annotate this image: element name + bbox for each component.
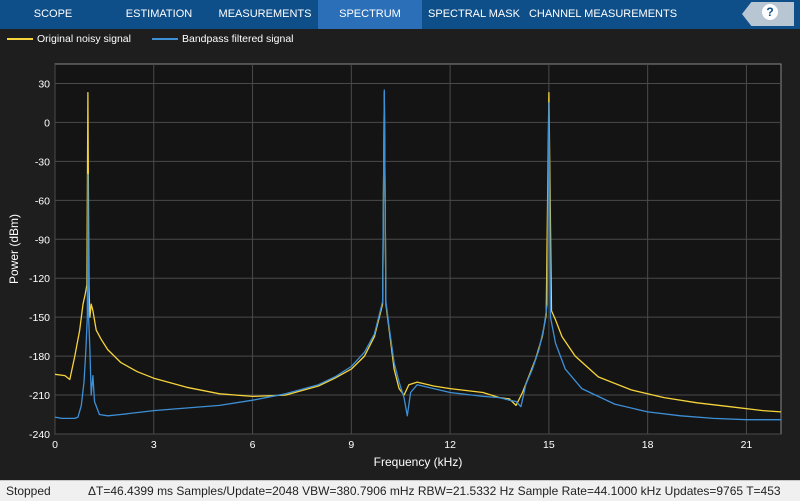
- y-tick-label: -120: [29, 273, 50, 285]
- y-axis-label: Power (dBm): [7, 214, 21, 284]
- tab-channel-measurements[interactable]: CHANNEL MEASUREMENTS: [528, 8, 678, 20]
- legend-label-original[interactable]: Original noisy signal: [37, 33, 131, 45]
- legend-swatch-original: [7, 38, 33, 40]
- x-tick-label: 0: [52, 439, 58, 451]
- toolstrip-tabs: SCOPE ESTIMATION MEASUREMENTS SPECTRUM S…: [0, 0, 800, 29]
- x-tick-label: 6: [250, 439, 256, 451]
- y-tick-label: -90: [35, 234, 50, 246]
- y-tick-label: -30: [35, 156, 50, 168]
- y-tick-label: -240: [29, 429, 50, 441]
- legend-label-filtered[interactable]: Bandpass filtered signal: [182, 33, 294, 45]
- legend: Original noisy signal Bandpass filtered …: [0, 29, 800, 52]
- x-tick-label: 15: [543, 439, 555, 451]
- status-bar: Stopped ΔT=46.4399 ms Samples/Update=204…: [0, 480, 800, 501]
- legend-swatch-filtered: [152, 38, 178, 40]
- x-tick-label: 21: [741, 439, 753, 451]
- y-tick-label: -210: [29, 390, 50, 402]
- status-readout: ΔT=46.4399 ms Samples/Update=2048 VBW=38…: [88, 484, 781, 498]
- tab-measurements[interactable]: MEASUREMENTS: [218, 8, 312, 20]
- y-tick-label: -150: [29, 312, 50, 324]
- x-tick-label: 9: [348, 439, 354, 451]
- x-tick-label: 12: [444, 439, 456, 451]
- axes-area: [54, 63, 782, 435]
- series-line-filtered: [54, 89, 781, 421]
- x-tick-label: 18: [642, 439, 654, 451]
- grid-lines: [54, 64, 781, 435]
- tab-estimation[interactable]: ESTIMATION: [125, 8, 193, 20]
- help-button[interactable]: ?: [742, 0, 800, 29]
- y-tick-label: -60: [35, 195, 50, 207]
- y-tick-label: 30: [38, 78, 50, 90]
- y-tick-label: 0: [44, 117, 50, 129]
- tab-scope[interactable]: SCOPE: [33, 8, 73, 20]
- tab-spectrum[interactable]: SPECTRUM: [318, 0, 422, 29]
- x-axis-label: Frequency (kHz): [374, 455, 463, 469]
- x-tick-label: 3: [151, 439, 157, 451]
- help-icon: ?: [762, 4, 778, 20]
- y-tick-label: -180: [29, 351, 50, 363]
- status-state: Stopped: [6, 484, 51, 498]
- series-lines: [54, 89, 782, 421]
- tab-spectral-mask[interactable]: SPECTRAL MASK: [428, 8, 520, 20]
